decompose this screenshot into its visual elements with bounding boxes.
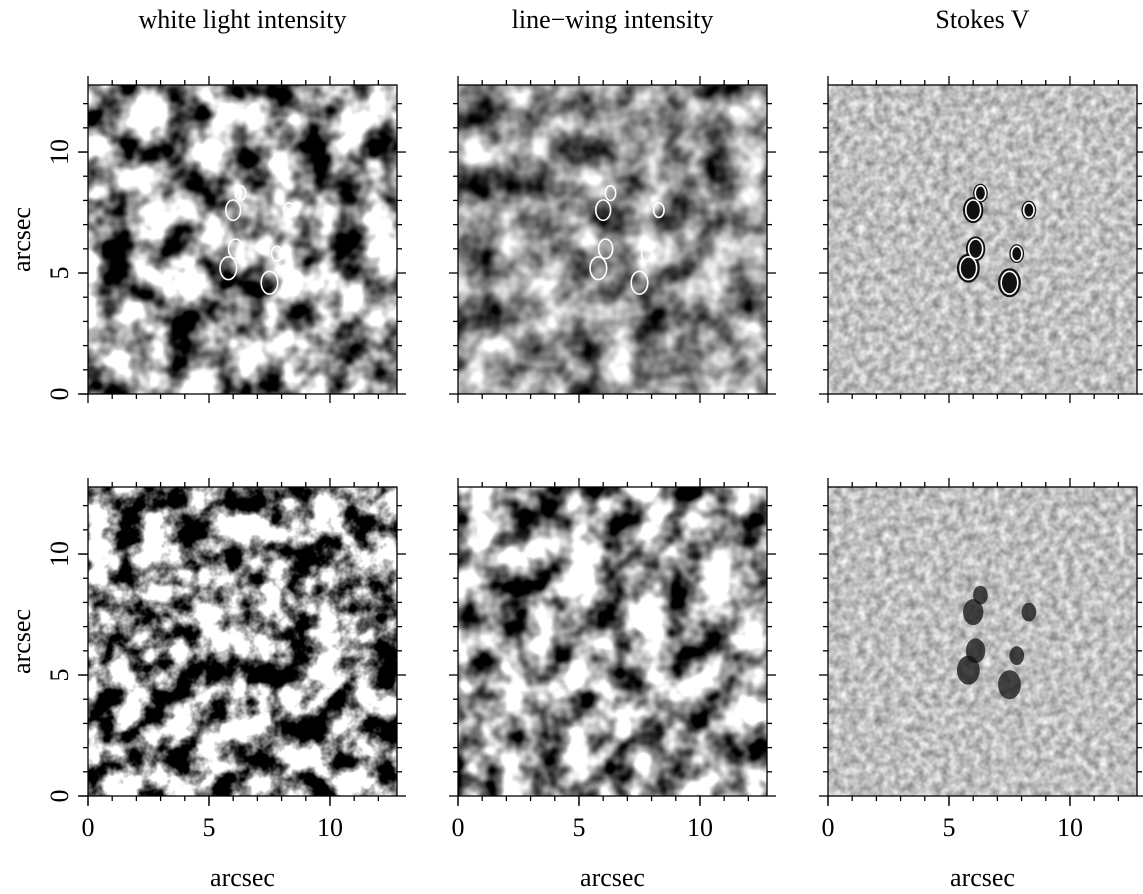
x-tick-label: 5 <box>572 813 585 842</box>
contour <box>974 185 987 202</box>
image-panel <box>828 487 1137 796</box>
contour <box>967 238 984 260</box>
panel-title: line−wing intensity <box>512 5 714 34</box>
panel-title: white light intensity <box>139 5 347 34</box>
image-panel <box>88 487 397 796</box>
contour <box>282 201 295 219</box>
y-axis-label: arcsec <box>7 609 36 674</box>
x-tick-label: 10 <box>317 813 343 842</box>
contour <box>959 255 978 281</box>
panel-title: Stokes V <box>935 5 1029 34</box>
panel-frame <box>457 84 768 395</box>
image-panel <box>88 85 397 394</box>
magnetic-patch <box>1009 646 1025 666</box>
contour <box>604 185 617 202</box>
y-axis-label: arcsec <box>7 207 36 272</box>
panel-frame <box>87 486 398 797</box>
x-axis-label: arcsec <box>580 863 645 892</box>
panel-frame <box>457 486 768 797</box>
image-panel <box>458 487 767 796</box>
panel-frame <box>87 84 398 395</box>
x-axis-label: arcsec <box>950 863 1015 892</box>
contour <box>1000 270 1019 295</box>
contour <box>964 199 982 222</box>
x-tick-label: 0 <box>822 813 835 842</box>
x-tick-label: 10 <box>687 813 713 842</box>
y-tick-label: 0 <box>45 388 74 401</box>
panel-frame <box>827 84 1138 395</box>
x-tick-label: 5 <box>942 813 955 842</box>
x-tick-label: 0 <box>82 813 95 842</box>
x-tick-label: 5 <box>202 813 215 842</box>
y-tick-label: 5 <box>45 267 74 280</box>
contour <box>630 270 649 295</box>
image-panel <box>458 85 767 394</box>
magnetic-patch <box>998 670 1021 700</box>
contour <box>270 245 283 262</box>
contour <box>224 199 242 222</box>
contour <box>589 255 608 281</box>
contour <box>234 185 247 202</box>
contour <box>1010 245 1023 262</box>
y-tick-label: 10 <box>45 541 74 567</box>
y-tick-label: 5 <box>45 669 74 682</box>
y-tick-label: 0 <box>45 790 74 803</box>
contour <box>640 245 653 262</box>
magnetic-patch <box>956 655 980 685</box>
contour <box>594 199 612 222</box>
x-tick-label: 10 <box>1057 813 1083 842</box>
y-tick-label: 10 <box>45 139 74 165</box>
magnetic-patch <box>973 585 988 605</box>
magnetic-patch <box>962 599 984 626</box>
magnetic-patch <box>1021 602 1037 622</box>
contour <box>219 255 238 281</box>
contour <box>597 238 614 260</box>
panel-frame <box>827 486 1138 797</box>
x-tick-label: 0 <box>452 813 465 842</box>
image-panel <box>828 85 1137 394</box>
x-axis-label: arcsec <box>210 863 275 892</box>
contour <box>1022 201 1035 219</box>
contour <box>227 238 244 260</box>
contour <box>260 270 279 295</box>
contour <box>652 201 665 219</box>
